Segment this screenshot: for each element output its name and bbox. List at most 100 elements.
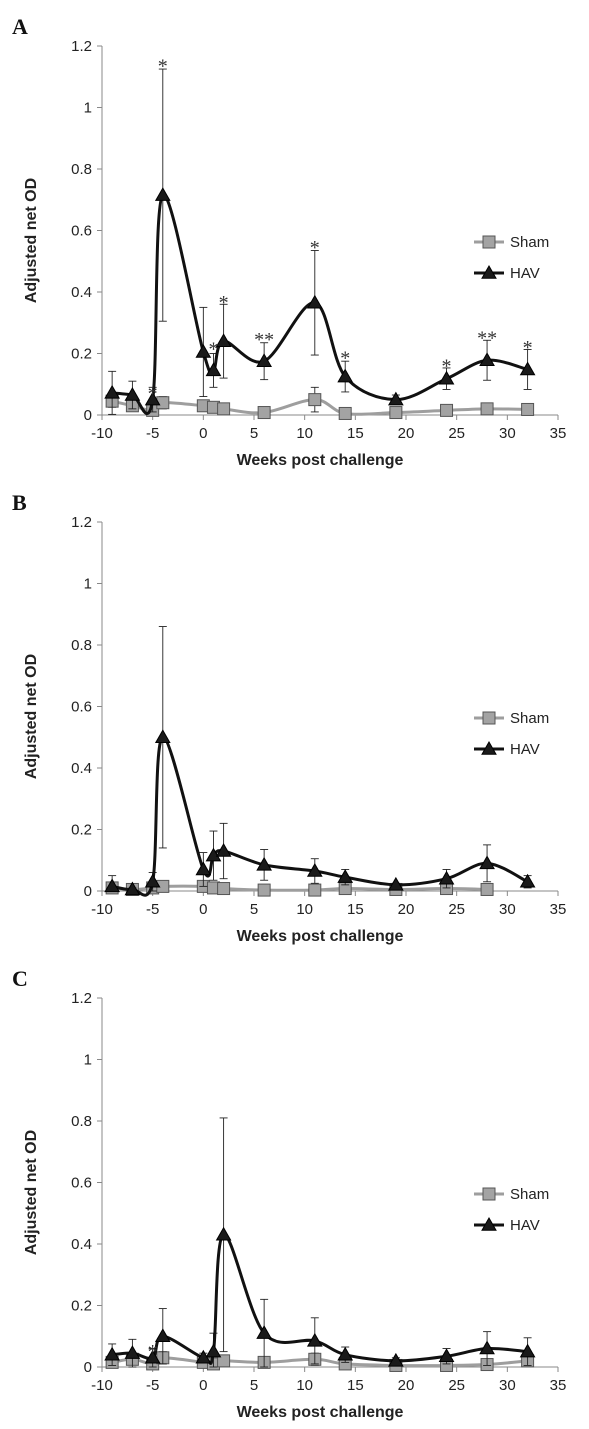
data-point [205,1343,222,1358]
chart-b: B 0 0.2 0.4 0.6 0.8 1 1.2 -10 -5 0 5 10 15 20 25 30 35 Wee… [12,490,566,945]
data-point [306,294,323,309]
significance-marker: * [340,348,350,370]
x-tick-label: 30 [499,1377,516,1394]
x-tick-label: 15 [347,425,364,442]
x-tick-label: 25 [448,901,465,918]
x-tick-label: 35 [550,425,567,442]
significance-marker: * [148,383,158,405]
x-axis-title: Weeks post challenge [237,452,404,469]
data-point [479,352,495,367]
x-tick-label: 15 [347,901,364,918]
series-sham [105,879,494,897]
legend-marker [481,740,497,755]
x-tick-label: 15 [347,1377,364,1394]
x-tick-label: 20 [398,901,415,918]
x-tick-label: 10 [296,425,313,442]
x-tick-label: 30 [499,901,516,918]
y-tick-label: 0 [84,883,92,900]
legend-marker [482,1187,496,1201]
data-point [306,1332,323,1347]
y-tick-label: 1.2 [71,38,92,55]
data-point [479,1340,495,1355]
data-point [104,384,120,399]
data-point [154,729,171,743]
legend-label: Sham [510,1186,549,1203]
x-tick-label: 20 [398,1377,415,1394]
legend-label: Sham [510,710,549,727]
significance-marker: * [219,292,229,314]
panel-letter: C [12,966,28,991]
significance-marker: ** [254,329,274,351]
series-hav [104,626,536,897]
data-point [144,391,161,406]
data-point [195,861,212,876]
data-point [480,402,494,416]
legend-marker [482,235,496,249]
data-point [215,333,232,347]
x-tick-label: 5 [250,901,258,918]
data-point [124,1345,141,1359]
data-point [124,881,141,896]
data-point [256,1325,272,1339]
y-tick-label: 0.4 [71,284,92,301]
data-point [519,1343,536,1358]
chart-a: A 0 0.2 0.4 0.6 0.8 1 1.2 -10 -5 0 5 10 15 20 25 30 35 Wee… [12,14,567,469]
significance-marker: * [310,237,320,259]
data-point [438,370,455,385]
legend-entry-sham: Sham [474,1186,549,1203]
y-tick-label: 0.8 [71,161,92,178]
x-tick-label: 0 [199,425,207,442]
y-tick-label: 1 [84,1052,92,1069]
legend-marker [482,711,496,725]
x-tick-label: 5 [250,425,258,442]
x-tick-label: 35 [550,1377,567,1394]
x-tick-label: 5 [250,1377,258,1394]
data-point [519,361,536,376]
data-point [257,406,271,420]
data-point [440,403,454,417]
x-tick-label: 30 [499,425,516,442]
x-axis-title: Weeks post challenge [237,928,404,945]
data-point [154,1328,171,1342]
data-point [217,882,231,896]
panel-c: C 0 0.2 0.4 0.6 0.8 1 1.2 -10 -5 0 5 10 15 20 25 30 35 Wee… [0,952,589,1428]
data-point [144,873,161,888]
data-point [389,406,403,420]
data-point [195,343,212,358]
data-point [217,1354,231,1368]
x-tick-label: 25 [448,1377,465,1394]
data-point [479,855,495,870]
y-tick-label: 0.4 [71,760,92,777]
significance-marker: * [523,337,533,359]
y-tick-label: 0.2 [71,346,92,363]
data-point [306,863,323,877]
data-point [480,882,494,896]
series-line [111,1233,528,1365]
data-point [256,353,272,367]
data-point [438,870,455,885]
x-tick-label: -5 [146,901,159,918]
data-point [205,362,222,377]
x-tick-label: 10 [296,901,313,918]
y-tick-label: 0.2 [71,1298,92,1315]
data-point [154,187,171,201]
chart-c: C 0 0.2 0.4 0.6 0.8 1 1.2 -10 -5 0 5 10 15 20 25 30 35 Wee… [12,966,567,1421]
y-axis-title: Adjusted net OD [23,1130,40,1255]
legend-marker [481,1216,497,1231]
x-tick-label: 0 [199,901,207,918]
significance-marker: ** [477,328,497,350]
legend-entry-hav: HAV [474,1216,540,1234]
x-tick-label: 0 [199,1377,207,1394]
panel-letter: A [12,14,28,39]
data-point [215,843,232,857]
data-point [388,876,404,891]
data-point [308,393,322,407]
y-tick-label: 0.2 [71,822,92,839]
significance-marker: * [442,355,452,377]
y-tick-label: 0.4 [71,1236,92,1253]
x-tick-label: 25 [448,425,465,442]
data-point [308,883,322,897]
x-tick-label: -5 [146,425,159,442]
series-sham [105,1351,535,1372]
